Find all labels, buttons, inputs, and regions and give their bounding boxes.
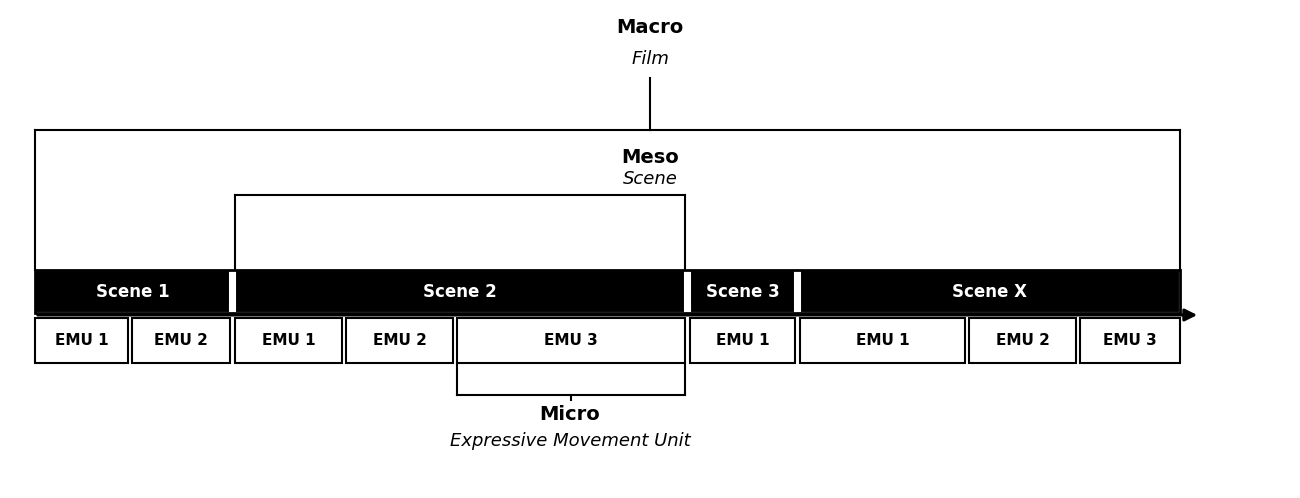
Bar — [458, 318, 685, 363]
Bar — [1080, 318, 1180, 363]
Text: EMU 1: EMU 1 — [716, 333, 770, 348]
Bar — [690, 270, 796, 313]
Text: EMU 1: EMU 1 — [855, 333, 909, 348]
Text: EMU 2: EMU 2 — [373, 333, 426, 348]
Text: EMU 3: EMU 3 — [545, 333, 598, 348]
Bar — [235, 270, 685, 313]
Bar — [800, 318, 965, 363]
Bar — [35, 318, 127, 363]
Bar — [35, 270, 1180, 313]
Text: EMU 1: EMU 1 — [55, 333, 108, 348]
Text: Scene 2: Scene 2 — [422, 282, 497, 300]
Text: Meso: Meso — [621, 148, 679, 167]
Text: EMU 3: EMU 3 — [1104, 333, 1157, 348]
Text: EMU 2: EMU 2 — [155, 333, 208, 348]
Text: Scene X: Scene X — [953, 282, 1027, 300]
Text: Scene 3: Scene 3 — [706, 282, 780, 300]
Bar — [968, 318, 1076, 363]
Bar — [346, 318, 452, 363]
Bar — [235, 318, 342, 363]
Bar — [35, 270, 230, 313]
Text: Film: Film — [630, 50, 670, 68]
Text: Micro: Micro — [540, 405, 601, 424]
Bar — [800, 270, 1180, 313]
Text: EMU 2: EMU 2 — [996, 333, 1049, 348]
Text: Scene: Scene — [623, 170, 677, 188]
Text: Scene 1: Scene 1 — [96, 282, 169, 300]
Bar — [690, 318, 796, 363]
Text: EMU 1: EMU 1 — [261, 333, 316, 348]
Text: Expressive Movement Unit: Expressive Movement Unit — [450, 432, 690, 450]
Text: Macro: Macro — [616, 18, 684, 37]
Bar — [133, 318, 230, 363]
